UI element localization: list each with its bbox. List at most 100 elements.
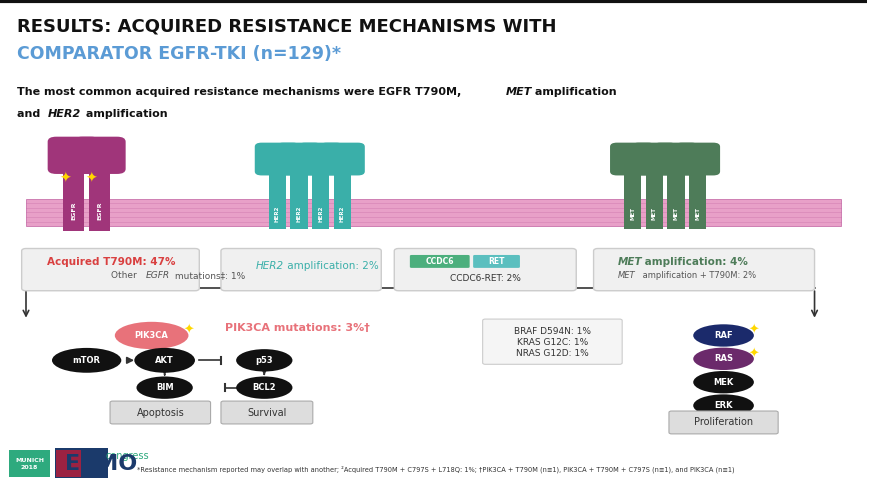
FancyBboxPatch shape (689, 147, 706, 229)
FancyBboxPatch shape (624, 147, 641, 229)
Ellipse shape (693, 348, 754, 370)
Text: HER2: HER2 (318, 206, 323, 222)
Text: ✦: ✦ (85, 172, 97, 186)
Text: EGFR: EGFR (145, 271, 170, 280)
FancyBboxPatch shape (610, 143, 655, 175)
FancyBboxPatch shape (48, 137, 99, 174)
Text: Proliferation: Proliferation (694, 417, 753, 427)
Text: KRAS G12C: 1%: KRAS G12C: 1% (517, 338, 588, 347)
Text: HER2: HER2 (256, 261, 284, 271)
Text: HER2: HER2 (48, 109, 81, 119)
FancyBboxPatch shape (320, 143, 365, 175)
Text: MUNICH: MUNICH (15, 458, 44, 463)
FancyBboxPatch shape (483, 319, 622, 364)
FancyBboxPatch shape (268, 147, 286, 229)
Text: The most common acquired resistance mechanisms were EGFR T790M,: The most common acquired resistance mech… (18, 87, 465, 97)
Text: amplification: 2%: amplification: 2% (284, 261, 379, 271)
Ellipse shape (693, 325, 754, 347)
Ellipse shape (693, 371, 754, 394)
Ellipse shape (693, 395, 754, 416)
FancyBboxPatch shape (26, 199, 841, 226)
FancyBboxPatch shape (63, 144, 84, 231)
Text: CCDC6-RET: 2%: CCDC6-RET: 2% (450, 274, 521, 283)
Text: Other: Other (111, 271, 139, 280)
FancyBboxPatch shape (594, 248, 814, 291)
Text: ERK: ERK (714, 401, 733, 410)
Text: *Resistance mechanism reported may overlap with another; ²Acquired T790M + C797S: *Resistance mechanism reported may overl… (137, 466, 734, 474)
Text: amplification + T790M: 2%: amplification + T790M: 2% (640, 271, 756, 280)
Text: ✦: ✦ (749, 347, 759, 360)
Ellipse shape (237, 349, 292, 372)
Text: NRAS G12D: 1%: NRAS G12D: 1% (517, 349, 589, 358)
Text: MET: MET (652, 207, 657, 220)
FancyBboxPatch shape (255, 143, 299, 175)
FancyBboxPatch shape (291, 147, 307, 229)
Text: amplification: amplification (82, 109, 168, 119)
Text: MET: MET (630, 207, 635, 220)
Ellipse shape (237, 377, 292, 399)
FancyBboxPatch shape (632, 143, 677, 175)
FancyBboxPatch shape (221, 248, 381, 291)
Text: HER2: HER2 (297, 206, 301, 222)
Text: RAS: RAS (714, 354, 733, 363)
Text: mTOR: mTOR (73, 356, 101, 365)
Text: HER2: HER2 (275, 206, 280, 222)
Text: Acquired T790M: 47%: Acquired T790M: 47% (47, 257, 175, 267)
FancyBboxPatch shape (21, 248, 199, 291)
Text: HER2: HER2 (340, 206, 345, 222)
FancyBboxPatch shape (110, 401, 211, 424)
Text: ✦: ✦ (59, 172, 71, 186)
Text: 2018: 2018 (20, 465, 38, 470)
Text: amplification: amplification (532, 87, 617, 97)
Text: PIK3CA mutations: 3%†: PIK3CA mutations: 3%† (225, 323, 370, 333)
Text: EGFR: EGFR (71, 202, 76, 221)
Text: MET: MET (673, 207, 679, 220)
Text: ESMO: ESMO (65, 454, 137, 474)
FancyBboxPatch shape (473, 255, 520, 268)
FancyBboxPatch shape (675, 143, 720, 175)
Text: RAF: RAF (714, 331, 733, 340)
FancyBboxPatch shape (394, 248, 576, 291)
Text: mutations‡: 1%: mutations‡: 1% (172, 271, 245, 280)
FancyBboxPatch shape (410, 255, 470, 268)
FancyBboxPatch shape (334, 147, 351, 229)
Text: and: and (18, 109, 44, 119)
Ellipse shape (136, 377, 193, 399)
Text: CCDC6: CCDC6 (426, 257, 455, 266)
Text: Survival: Survival (247, 408, 286, 417)
Text: BCL2: BCL2 (253, 383, 276, 392)
FancyBboxPatch shape (653, 143, 698, 175)
Text: AKT: AKT (155, 356, 174, 365)
Text: amplification: 4%: amplification: 4% (641, 257, 748, 267)
FancyBboxPatch shape (312, 147, 330, 229)
Text: EGFR: EGFR (97, 202, 102, 221)
Ellipse shape (115, 322, 189, 349)
Text: PIK3CA: PIK3CA (135, 331, 168, 340)
FancyBboxPatch shape (646, 147, 663, 229)
Text: congress: congress (105, 451, 150, 461)
Text: MET: MET (618, 271, 635, 280)
Text: COMPARATOR EGFR-TKI (n=129)*: COMPARATOR EGFR-TKI (n=129)* (18, 45, 341, 63)
FancyBboxPatch shape (669, 411, 778, 434)
Text: MET: MET (695, 207, 700, 220)
Text: BRAF D594N: 1%: BRAF D594N: 1% (515, 327, 591, 335)
FancyBboxPatch shape (221, 401, 313, 424)
FancyBboxPatch shape (9, 450, 51, 477)
FancyBboxPatch shape (667, 147, 685, 229)
Text: ✦: ✦ (183, 324, 194, 337)
Text: p53: p53 (255, 356, 273, 365)
Ellipse shape (52, 348, 121, 373)
Text: MET: MET (618, 257, 642, 267)
Text: Apoptosis: Apoptosis (136, 408, 184, 417)
FancyBboxPatch shape (89, 144, 110, 231)
FancyBboxPatch shape (276, 143, 322, 175)
Text: BIM: BIM (156, 383, 174, 392)
Text: RESULTS: ACQUIRED RESISTANCE MECHANISMS WITH: RESULTS: ACQUIRED RESISTANCE MECHANISMS … (18, 17, 556, 35)
Text: RET: RET (488, 257, 505, 266)
Text: ✦: ✦ (749, 324, 759, 337)
FancyBboxPatch shape (298, 143, 343, 175)
FancyBboxPatch shape (55, 448, 108, 478)
FancyBboxPatch shape (57, 450, 81, 477)
Text: MEK: MEK (713, 378, 734, 387)
Text: MET: MET (506, 87, 532, 97)
